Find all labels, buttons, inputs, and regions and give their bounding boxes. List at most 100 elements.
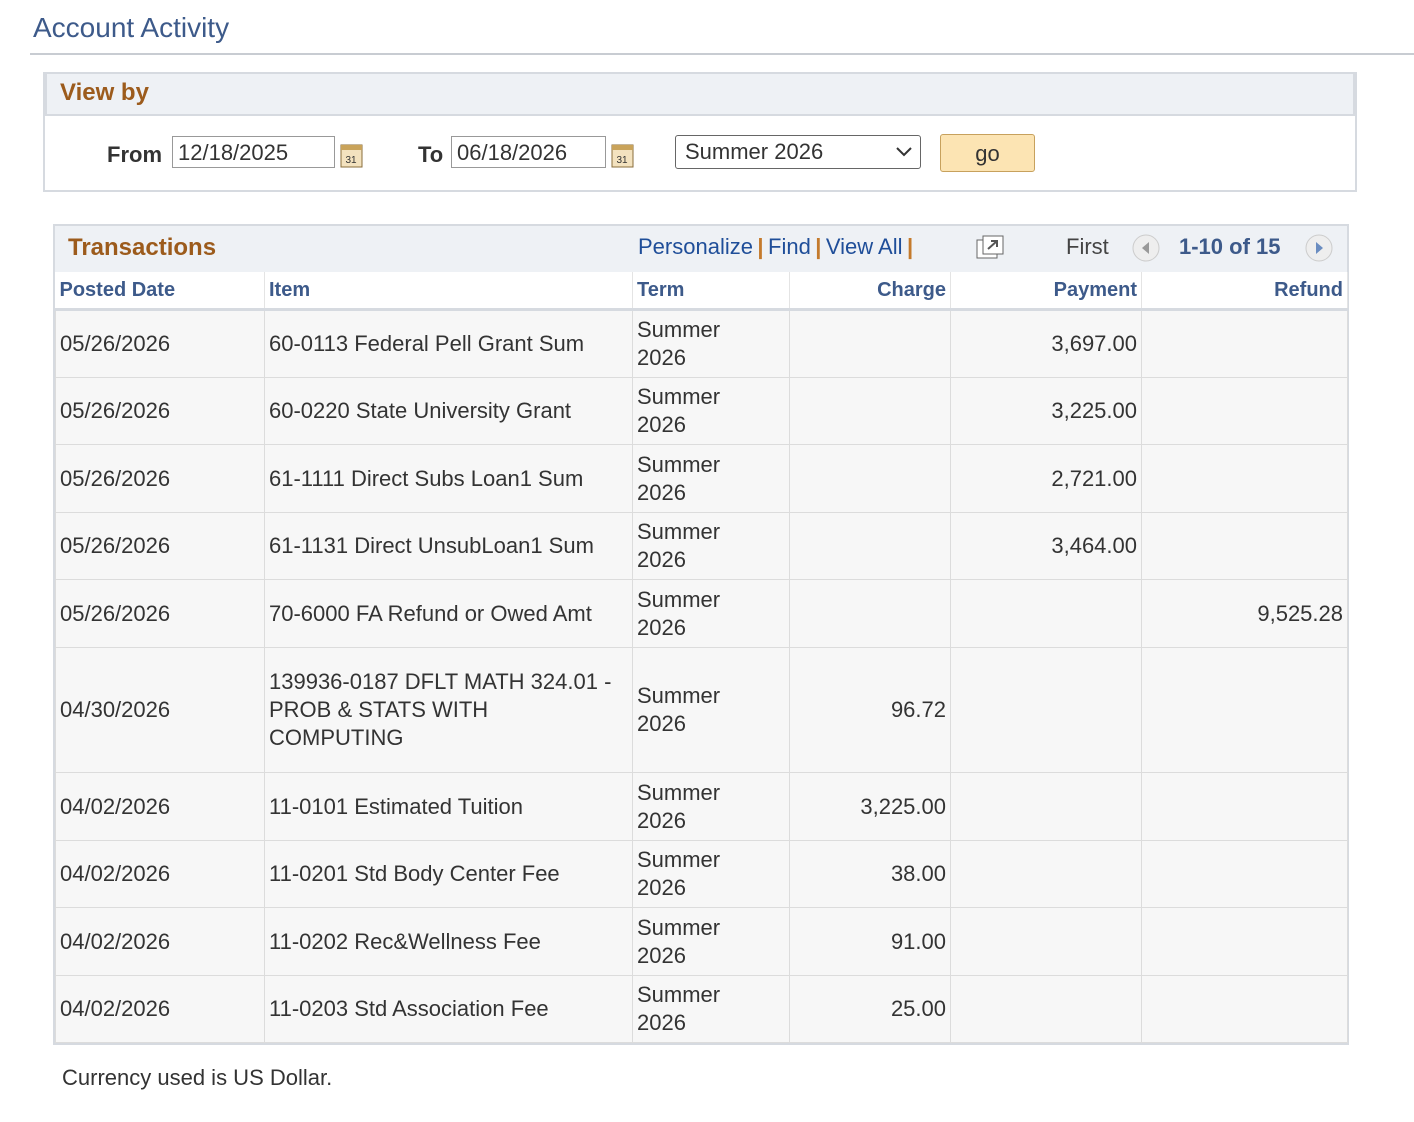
column-header: Refund (1141, 272, 1348, 311)
cell-payment (950, 907, 1142, 976)
cell-charge (789, 579, 951, 648)
calendar-icon[interactable]: 31 (340, 141, 364, 169)
cell-term: Summer 2026 (632, 907, 790, 976)
cell-term: Summer 2026 (632, 377, 790, 445)
cell-item: 11-0101 Estimated Tuition (264, 772, 633, 841)
page-title: Account Activity (33, 12, 230, 43)
go-button[interactable]: go (940, 134, 1035, 172)
separator: | (815, 234, 822, 259)
cell-refund (1141, 512, 1348, 580)
to-date-input[interactable]: 06/18/2026 (451, 136, 606, 168)
next-button[interactable] (1304, 233, 1334, 263)
first-label[interactable]: First (1066, 234, 1109, 259)
separator: | (757, 234, 764, 259)
from-date-input[interactable]: 12/18/2025 (172, 136, 335, 168)
cell-item: 11-0202 Rec&Wellness Fee (264, 907, 633, 976)
cell-refund (1141, 840, 1348, 908)
cell-item: 139936-0187 DFLT MATH 324.01 - PROB & ST… (264, 647, 633, 773)
view-by-panel: View by (43, 72, 1357, 192)
cell-posted-date: 05/26/2026 (55, 579, 265, 648)
cell-refund (1141, 377, 1348, 445)
cell-term: Summer 2026 (632, 309, 790, 378)
cell-term: Summer 2026 (632, 512, 790, 580)
to-label: To (418, 142, 444, 167)
cell-item: 61-1131 Direct UnsubLoan1 Sum (264, 512, 633, 580)
separator: | (906, 234, 914, 259)
cell-item: 61-1111 Direct Subs Loan1 Sum (264, 444, 633, 513)
table-row: 05/26/2026 61-1131 Direct UnsubLoan1 Sum S… (55, 512, 1348, 580)
cell-posted-date: 05/26/2026 (55, 444, 265, 513)
cell-item: 11-0203 Std Association Fee (264, 975, 633, 1043)
header-row: Posted Date Item Term Charge Payment Refund (55, 272, 1348, 311)
cell-term: Summer 2026 (632, 840, 790, 908)
find-link[interactable]: Find (768, 234, 811, 259)
cell-payment: 2,721.00 (950, 444, 1142, 513)
prev-button[interactable] (1131, 233, 1161, 263)
cell-refund: 9,525.28 (1141, 579, 1348, 648)
panel-title: View by (60, 79, 149, 106)
cell-posted-date: 04/30/2026 (55, 647, 265, 773)
cell-charge: 91.00 (789, 907, 951, 976)
svg-text:31: 31 (345, 155, 357, 166)
cell-term: Summer 2026 (632, 975, 790, 1043)
cell-refund (1141, 907, 1348, 976)
cell-payment (950, 975, 1142, 1043)
cell-payment (950, 647, 1142, 773)
grid-links: Personalize | Find | View All | (638, 234, 913, 260)
calendar-icon[interactable]: 31 (611, 141, 635, 169)
cell-posted-date: 05/26/2026 (55, 377, 265, 445)
grid-header: Transactions Personalize | Find | View A… (55, 226, 1347, 272)
panel-header: View by (45, 74, 1355, 116)
select-value: Summer 2026 (685, 139, 824, 164)
personalize-link[interactable]: Personalize (638, 234, 753, 259)
term-select[interactable]: Summer 2026 (675, 135, 921, 169)
cell-item: 11-0201 Std Body Center Fee (264, 840, 633, 908)
new-window-icon[interactable] (975, 234, 1005, 262)
cell-payment (950, 840, 1142, 908)
table-row: 05/26/2026 70-6000 FA Refund or Owed Amt S… (55, 579, 1348, 648)
cell-charge (789, 444, 951, 513)
cell-payment (950, 772, 1142, 841)
table-row: 04/02/2026 11-0201 Std Body Center Fee Sum… (55, 840, 1348, 908)
cell-charge: 25.00 (789, 975, 951, 1043)
table-row: 05/26/2026 61-1111 Direct Subs Loan1 Sum S… (55, 444, 1348, 513)
footer-note: Currency used is US Dollar. (62, 1065, 333, 1090)
table-row: 04/30/2026 139936-0187 DFLT MATH 324.01 -… (55, 647, 1348, 773)
column-header: Payment (950, 272, 1142, 311)
table-row: 04/02/2026 11-0202 Rec&Wellness Fee Summer… (55, 907, 1348, 976)
cell-payment: 3,464.00 (950, 512, 1142, 580)
cell-refund (1141, 444, 1348, 513)
cell-posted-date: 05/26/2026 (55, 309, 265, 378)
page-range: 1-10 of 15 (1179, 234, 1281, 259)
column-header: Item (264, 272, 633, 311)
cell-charge: 38.00 (789, 840, 951, 908)
cell-item: 60-0220 State University Grant (264, 377, 633, 445)
grid-title: Transactions (68, 234, 217, 261)
transactions-grid: Transactions Personalize | Find | View A… (53, 224, 1349, 1045)
table-row: 04/02/2026 11-0101 Estimated Tuition Summe… (55, 772, 1348, 841)
cell-term: Summer 2026 (632, 772, 790, 841)
transactions-table: Posted Date Item Term Charge Payment Refund 0… (55, 272, 1348, 1043)
dropdown-arrow (896, 147, 912, 157)
cell-posted-date: 04/02/2026 (55, 772, 265, 841)
cell-item: 60-0113 Federal Pell Grant Sum (264, 309, 633, 378)
table-row: 05/26/2026 60-0220 State University Grant… (55, 377, 1348, 445)
cell-term: Summer 2026 (632, 647, 790, 773)
divider (30, 53, 1414, 55)
cell-refund (1141, 975, 1348, 1043)
cell-posted-date: 05/26/2026 (55, 512, 265, 580)
column-header: Posted Date (55, 272, 265, 311)
cell-charge: 3,225.00 (789, 772, 951, 841)
from-label: From (107, 142, 162, 167)
table-body: 05/26/2026 60-0113 Federal Pell Grant Sum… (55, 309, 1348, 1043)
cell-posted-date: 04/02/2026 (55, 975, 265, 1043)
cell-charge: 96.72 (789, 647, 951, 773)
view-all-link[interactable]: View All (825, 234, 903, 259)
table-row: 05/26/2026 60-0113 Federal Pell Grant Sum… (55, 309, 1348, 378)
table-row: 04/02/2026 11-0203 Std Association Fee Sum… (55, 975, 1348, 1043)
cell-charge (789, 309, 951, 378)
column-header: Charge (789, 272, 951, 311)
column-header: Term (632, 272, 790, 311)
cell-refund (1141, 309, 1348, 378)
